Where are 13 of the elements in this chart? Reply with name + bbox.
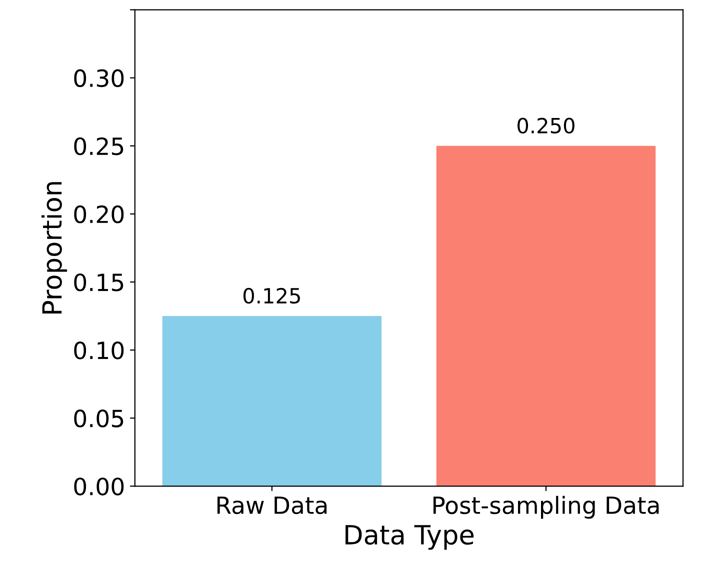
x-axis-title: Data Type (346, 525, 474, 550)
y-tick-label: 0.00 (74, 478, 124, 496)
y-tick-label: 0.30 (74, 69, 124, 88)
y-tick-label: 0.05 (74, 410, 124, 428)
y-axis-title: Proportion (42, 182, 68, 314)
y-tick-label: 0.15 (74, 273, 124, 292)
data-label: 0.250 (518, 118, 574, 134)
x-tick-label: Post-sampling Data (434, 496, 659, 519)
data-label: 0.125 (243, 288, 300, 304)
y-tick-label: 0.25 (74, 137, 124, 156)
y-tick-label: 0.10 (74, 341, 124, 360)
x-tick-label: Raw Data (217, 496, 327, 514)
y-tick-label: 0.20 (74, 205, 124, 224)
